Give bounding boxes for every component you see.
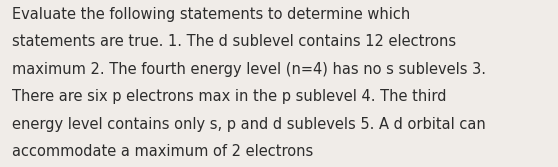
Text: statements are true. 1. The d sublevel contains 12 electrons: statements are true. 1. The d sublevel c… — [12, 34, 456, 49]
Text: maximum 2. The fourth energy level (n=4) has no s sublevels 3.: maximum 2. The fourth energy level (n=4)… — [12, 62, 486, 77]
Text: Evaluate the following statements to determine which: Evaluate the following statements to det… — [12, 7, 411, 22]
Text: energy level contains only s, p and d sublevels 5. A d orbital can: energy level contains only s, p and d su… — [12, 117, 486, 132]
Text: accommodate a maximum of 2 electrons: accommodate a maximum of 2 electrons — [12, 144, 314, 159]
Text: There are six p electrons max in the p sublevel 4. The third: There are six p electrons max in the p s… — [12, 89, 447, 104]
